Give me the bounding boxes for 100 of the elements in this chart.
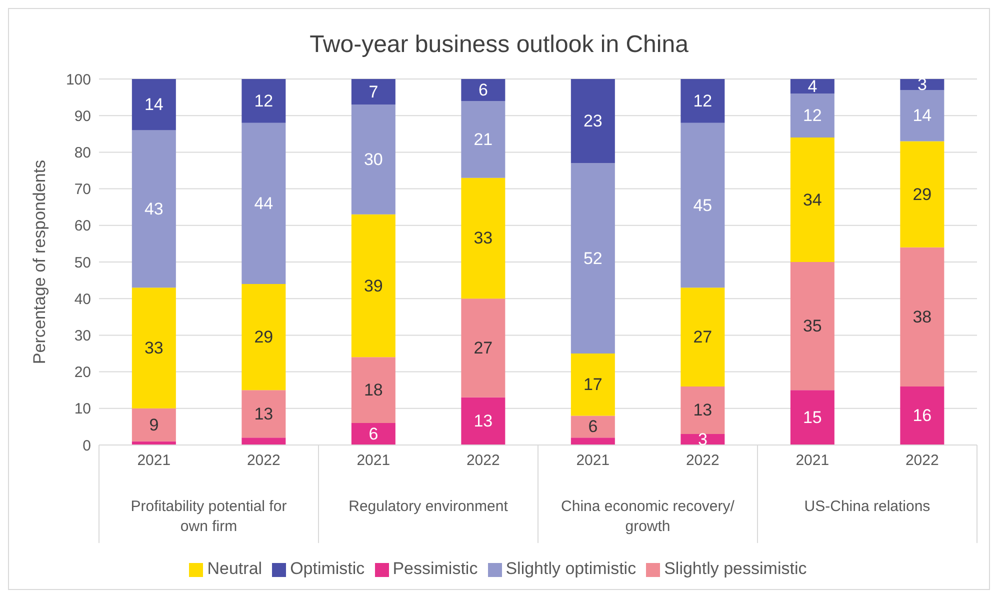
bar (680, 288, 725, 386)
legend-label: Slightly pessimistic (664, 559, 807, 578)
data-label: 13 (254, 404, 274, 424)
bar (790, 79, 834, 94)
y-tick-label: 80 (74, 144, 91, 162)
data-label: 29 (912, 184, 932, 204)
bar (242, 284, 286, 390)
data-label: 39 (364, 276, 383, 296)
data-label: 12 (693, 91, 712, 110)
bar (570, 438, 615, 445)
bar (461, 397, 506, 445)
bar (790, 390, 834, 445)
bar (351, 423, 396, 445)
data-label: 4 (808, 76, 818, 96)
data-label: 45 (693, 196, 712, 215)
data-label: 7 (368, 82, 378, 102)
bar (790, 262, 834, 390)
data-label: 33 (474, 228, 493, 248)
y-tick-label: 90 (74, 108, 91, 125)
y-tick-label: 50 (74, 254, 91, 272)
data-label: 44 (254, 194, 274, 213)
data-label: 13 (693, 400, 712, 420)
data-label: 15 (802, 408, 822, 428)
data-label: 14 (144, 95, 164, 114)
y-tick-label: 20 (74, 364, 91, 382)
bar (900, 247, 944, 386)
x-tick-label: 2021 (137, 452, 171, 469)
bar (132, 130, 176, 288)
bar (461, 100, 506, 178)
bar (351, 357, 396, 424)
data-label: 13 (474, 412, 493, 431)
bar (132, 288, 176, 408)
chart-title: Two-year business outlook in China (308, 31, 690, 59)
bar (132, 79, 176, 130)
x-tick-label: 2021 (796, 452, 830, 469)
data-label: 6 (368, 424, 378, 444)
data-label: 21 (474, 130, 493, 149)
bar (900, 90, 944, 142)
text: China economic recovery/ growth (561, 498, 736, 535)
bar (351, 79, 396, 105)
bar (570, 354, 615, 416)
data-label: 34 (802, 190, 822, 210)
text: Regulatory environment (348, 498, 509, 515)
y-tick-label: 70 (74, 181, 91, 198)
x-tick-label: 2021 (356, 452, 390, 469)
data-label: 17 (583, 375, 602, 394)
data-label: 14 (912, 106, 932, 126)
y-tick-label: 0 (82, 437, 91, 454)
bar (242, 122, 286, 284)
data-label: 52 (583, 248, 602, 268)
y-tick-label: 30 (74, 328, 91, 345)
data-label: 18 (364, 380, 383, 400)
y-tick-label: 60 (74, 218, 91, 235)
data-label: 12 (802, 106, 822, 126)
y-tick-label: 100 (66, 71, 91, 88)
bar (570, 163, 615, 354)
text: Profitability potential for own firm (130, 498, 287, 535)
bar (680, 386, 725, 434)
data-label: 6 (478, 80, 488, 100)
bar (242, 438, 286, 445)
bar (461, 178, 506, 299)
bar (351, 214, 396, 358)
legend-label: Optimistic (290, 559, 365, 578)
bar (790, 94, 834, 138)
data-label: 29 (254, 328, 274, 347)
y-tick-label: 10 (74, 400, 91, 418)
data-label: 3 (698, 430, 708, 450)
data-label: 38 (912, 307, 932, 326)
bar (900, 386, 944, 445)
bar (132, 408, 176, 442)
y-axis-title: Percentage of respondents (30, 160, 50, 364)
data-label: 27 (693, 328, 712, 347)
bar (570, 416, 615, 438)
bar (570, 79, 615, 164)
data-label: 35 (802, 316, 822, 336)
bar (900, 141, 944, 248)
bar (900, 79, 944, 90)
bar (242, 390, 286, 438)
data-label: 43 (144, 199, 164, 218)
bar (680, 122, 725, 288)
data-label: 9 (149, 415, 159, 434)
legend-label: Slightly optimistic (506, 559, 636, 578)
data-label: 16 (912, 406, 932, 426)
data-label: 30 (364, 150, 383, 170)
data-label: 12 (254, 91, 274, 110)
legend-label: Pessimistic (392, 559, 478, 578)
x-tick-label: 2022 (905, 452, 939, 469)
data-label: 27 (474, 338, 493, 358)
data-label: 6 (588, 417, 598, 436)
bar (351, 104, 396, 214)
bar (680, 79, 725, 123)
x-tick-label: 2022 (686, 452, 720, 469)
y-tick-label: 40 (74, 290, 91, 308)
bar (461, 79, 506, 101)
x-tick-label: 2022 (466, 452, 500, 469)
bar (461, 298, 506, 398)
data-label: 23 (583, 112, 602, 131)
legend-label: Neutral (207, 559, 262, 578)
bar (790, 138, 834, 262)
x-tick-label: 2021 (576, 452, 610, 469)
